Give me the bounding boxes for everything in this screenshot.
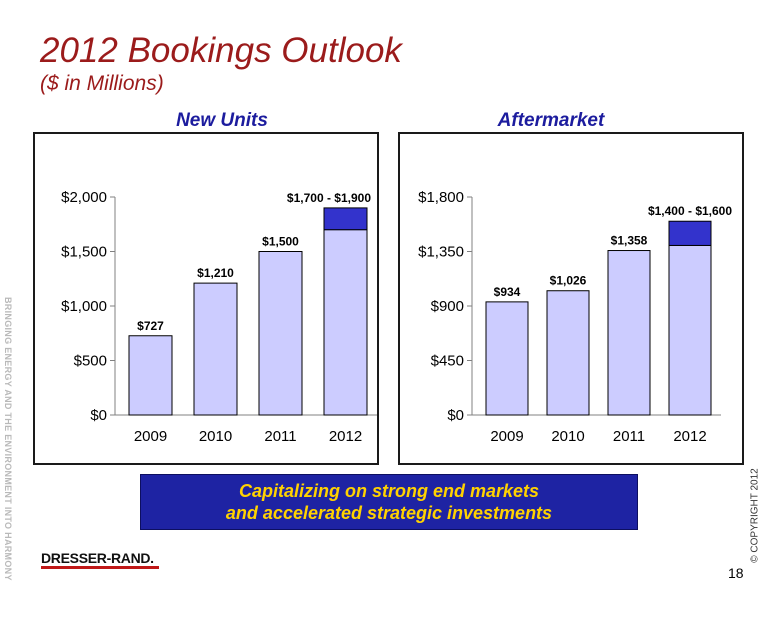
banner-line-1: Capitalizing on strong end markets — [238, 481, 540, 501]
x-tick-label: 2009 — [134, 428, 167, 445]
x-tick-label: 2012 — [329, 428, 362, 445]
y-tick-label: $450 — [431, 353, 464, 370]
bar-range-2012 — [323, 207, 368, 231]
data-label-2012: $1,400 - $1,600 — [648, 204, 732, 218]
data-label-2009: $934 — [494, 285, 521, 299]
x-tick-label: 2011 — [264, 428, 296, 445]
y-tick-label: $1,500 — [61, 244, 107, 261]
x-tick-label: 2010 — [551, 428, 584, 445]
aftermarket-chart: $0 $450 $900 $1,350 $1,800 $934 2009 $1,026 2010… — [398, 132, 744, 465]
page-number: 18 — [728, 565, 744, 581]
y-tick-label: $500 — [74, 353, 107, 370]
y-tick-label: $1,000 — [61, 298, 107, 315]
bar-range-2012 — [668, 220, 712, 246]
page-subtitle: ($ in Millions) — [40, 72, 164, 95]
y-tick-label: $2,000 — [61, 189, 107, 206]
bar-2010 — [546, 290, 590, 416]
banner-line-2: and accelerated strategic investments — [225, 503, 553, 523]
data-label-2010: $1,026 — [550, 274, 587, 288]
y-tick-label: $0 — [90, 407, 107, 424]
y-tick-label: $1,800 — [418, 189, 464, 206]
x-tick-label: 2010 — [199, 428, 232, 445]
data-label-2011: $1,358 — [611, 234, 648, 248]
copyright-notice: © COPYRIGHT 2012 — [749, 468, 761, 563]
y-tick-label: $1,350 — [418, 244, 464, 261]
new-units-chart: $0 $500 $1,000 $1,500 $2,000 $727 2009 $1,210 20… — [33, 132, 379, 465]
x-tick-label: 2012 — [673, 428, 706, 445]
bar-2012 — [323, 229, 368, 416]
bar-2012 — [668, 244, 712, 416]
bar-2009 — [485, 301, 529, 416]
data-label-2012: $1,700 - $1,900 — [287, 191, 371, 205]
aftermarket-chart-title: Aftermarket — [497, 110, 605, 131]
bar-2010 — [193, 282, 238, 416]
y-tick-label: $900 — [431, 298, 464, 315]
data-label-2010: $1,210 — [197, 266, 234, 280]
logo-underline — [41, 566, 159, 569]
bar-2009 — [128, 335, 173, 416]
x-tick-label: 2011 — [613, 428, 645, 445]
x-tick-label: 2009 — [490, 428, 523, 445]
new-units-chart-svg: $0 $500 $1,000 $1,500 $2,000 $727 2009 $1,210 20… — [61, 189, 377, 445]
bar-2011 — [607, 250, 651, 416]
tagline-vertical: BRINGING ENERGY AND THE ENVIRONMENT INTO… — [3, 297, 13, 581]
message-banner: Capitalizing on strong end markets and a… — [140, 474, 638, 530]
bar-2011 — [258, 251, 303, 416]
page-title: 2012 Bookings Outlook — [40, 31, 402, 70]
data-label-2011: $1,500 — [262, 235, 299, 249]
new-units-chart-title: New Units — [176, 110, 268, 131]
data-label-2009: $727 — [137, 319, 164, 333]
y-tick-label: $0 — [447, 407, 464, 424]
company-logo: DRESSER-RAND. — [41, 550, 154, 566]
aftermarket-chart-svg: $0 $450 $900 $1,350 $1,800 $934 2009 $1,026 2010… — [418, 189, 732, 445]
